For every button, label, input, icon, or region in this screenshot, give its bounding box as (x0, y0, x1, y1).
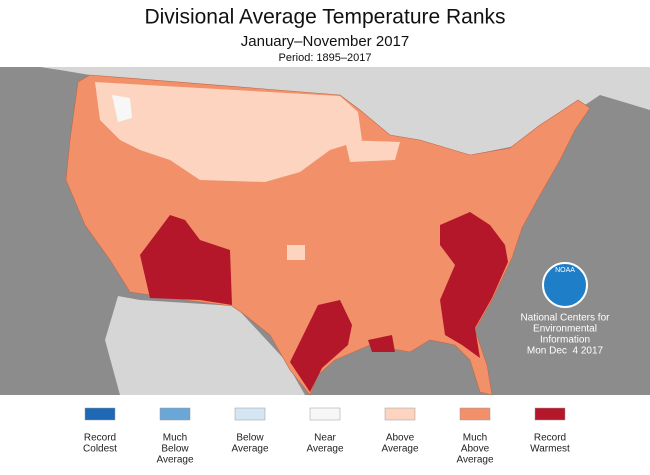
legend-label: Below (161, 444, 189, 455)
near-above-north (95, 82, 362, 182)
legend-label: Record (534, 433, 566, 444)
record-warmest-texas (290, 300, 352, 392)
period: Period: 1895–2017 (279, 52, 372, 64)
legend-label: Much (463, 433, 487, 444)
legend-swatch (384, 407, 416, 421)
above-average-area (345, 140, 400, 162)
credit-line: National Centers for (521, 313, 611, 324)
legend: RecordColdestMuchBelowAverageBelowAverag… (83, 407, 570, 466)
legend-swatch (309, 407, 341, 421)
legend-swatch (234, 407, 266, 421)
above-average-area (287, 245, 305, 260)
legend-label: Below (236, 433, 264, 444)
legend-swatch (459, 407, 491, 421)
noaa-logo (542, 262, 588, 308)
record-warmest-southeast (440, 212, 508, 358)
legend-label: Average (231, 444, 269, 455)
credit-line: Information (540, 335, 590, 346)
mexico (105, 296, 305, 395)
legend-swatch (534, 407, 566, 421)
legend-label: Record (84, 433, 116, 444)
legend-label: Average (156, 455, 194, 466)
legend-label: Coldest (83, 444, 117, 455)
map: NOAA (0, 67, 650, 396)
legend-label: Near (314, 433, 336, 444)
credit-line: Mon Dec 4 2017 (527, 346, 604, 357)
canada (40, 67, 650, 155)
title: Divisional Average Temperature Ranks (144, 6, 505, 29)
credit: National Centers forEnvironmentalInforma… (521, 313, 611, 357)
credit-line: Environmental (533, 324, 597, 335)
legend-label: Above (386, 433, 415, 444)
subtitle: January–November 2017 (241, 33, 409, 50)
legend-label: Average (306, 444, 344, 455)
legend-label: Above (461, 444, 490, 455)
record-warmest-louisiana (368, 335, 395, 352)
legend-swatch (159, 407, 191, 421)
legend-label: Average (381, 444, 419, 455)
legend-swatch (84, 407, 116, 421)
legend-label: Warmest (530, 444, 570, 455)
legend-label: Average (456, 455, 494, 466)
record-warmest-southwest (140, 215, 232, 305)
near-average-area (112, 95, 132, 122)
legend-label: Much (163, 433, 187, 444)
noaa-logo-text: NOAA (555, 267, 575, 274)
